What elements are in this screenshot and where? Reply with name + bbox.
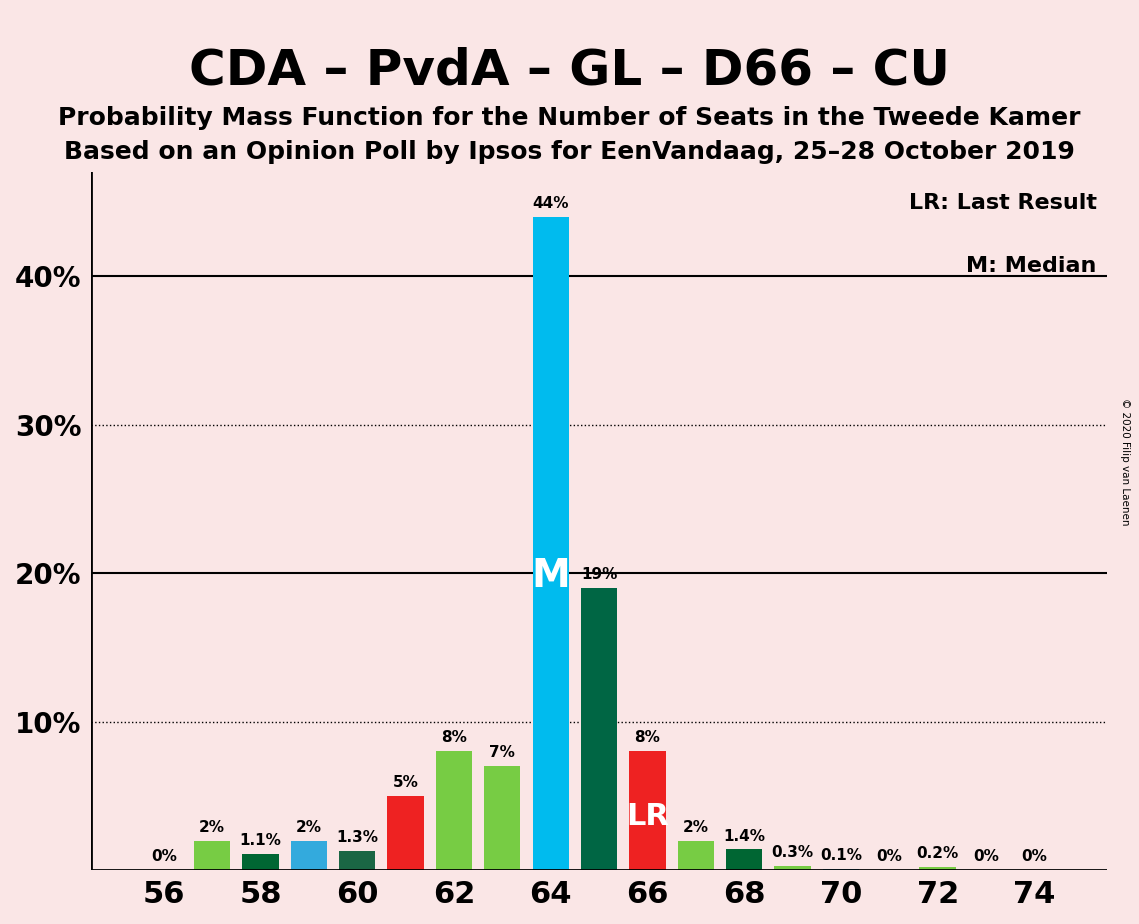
- Text: LR: LR: [626, 802, 669, 832]
- Bar: [726, 849, 762, 870]
- Text: 0.3%: 0.3%: [771, 845, 813, 860]
- Text: 2%: 2%: [199, 820, 226, 834]
- Text: 2%: 2%: [296, 820, 322, 834]
- Text: 0%: 0%: [876, 849, 902, 864]
- Bar: [919, 868, 956, 870]
- Bar: [194, 841, 230, 870]
- Bar: [630, 751, 665, 870]
- Text: 1.3%: 1.3%: [336, 830, 378, 845]
- Text: 1.4%: 1.4%: [723, 829, 765, 844]
- Bar: [436, 751, 472, 870]
- Bar: [484, 766, 521, 870]
- Text: CDA – PvdA – GL – D66 – CU: CDA – PvdA – GL – D66 – CU: [189, 46, 950, 94]
- Bar: [678, 841, 714, 870]
- Text: 0%: 0%: [1022, 849, 1047, 864]
- Text: 2%: 2%: [682, 820, 708, 834]
- Bar: [387, 796, 424, 870]
- Text: LR: Last Result: LR: Last Result: [909, 193, 1097, 213]
- Bar: [533, 216, 568, 870]
- Text: 8%: 8%: [441, 731, 467, 746]
- Bar: [581, 588, 617, 870]
- Text: Probability Mass Function for the Number of Seats in the Tweede Kamer: Probability Mass Function for the Number…: [58, 106, 1081, 130]
- Text: 44%: 44%: [532, 196, 570, 211]
- Bar: [339, 851, 376, 870]
- Text: 7%: 7%: [490, 746, 515, 760]
- Text: 19%: 19%: [581, 567, 617, 582]
- Bar: [775, 866, 811, 870]
- Text: © 2020 Filip van Laenen: © 2020 Filip van Laenen: [1121, 398, 1130, 526]
- Text: 0%: 0%: [150, 849, 177, 864]
- Text: 0%: 0%: [973, 849, 999, 864]
- Bar: [290, 841, 327, 870]
- Text: Based on an Opinion Poll by Ipsos for EenVandaag, 25–28 October 2019: Based on an Opinion Poll by Ipsos for Ee…: [64, 140, 1075, 164]
- Bar: [822, 869, 859, 870]
- Text: 5%: 5%: [393, 775, 418, 790]
- Bar: [243, 854, 279, 870]
- Text: 1.1%: 1.1%: [239, 833, 281, 848]
- Text: 0.1%: 0.1%: [820, 848, 862, 863]
- Text: 0.2%: 0.2%: [917, 846, 959, 861]
- Text: 8%: 8%: [634, 731, 661, 746]
- Text: M: M: [531, 557, 571, 595]
- Text: M: Median: M: Median: [966, 256, 1097, 276]
